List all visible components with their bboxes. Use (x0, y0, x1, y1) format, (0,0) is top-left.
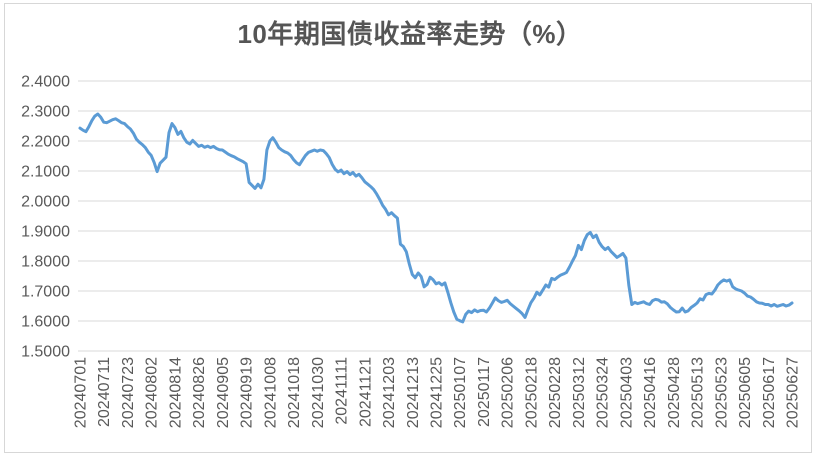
x-axis-tick-label: 20241111 (334, 357, 351, 425)
x-axis-tick-label: 20241030 (310, 357, 327, 428)
x-axis-tick-label: 20250324 (595, 357, 612, 428)
x-axis-tick-label: 20250206 (500, 357, 517, 428)
chart-border (4, 3, 812, 453)
x-axis-tick-label: 20250107 (452, 357, 469, 428)
x-axis-tick-label: 20240701 (73, 357, 90, 428)
x-axis-tick-label: 20240826 (191, 357, 208, 428)
x-axis-tick-label: 20240723 (120, 357, 137, 428)
x-axis-tick-label: 20250605 (737, 357, 754, 428)
y-axis-tick-label: 1.8000 (21, 254, 70, 271)
x-axis-tick-label: 20250403 (618, 357, 635, 428)
x-axis-tick-label: 20241213 (405, 357, 422, 428)
x-axis-tick-label: 20241203 (381, 357, 398, 428)
x-axis-tick-label: 20250428 (666, 357, 683, 428)
y-axis-tick-label: 1.6000 (21, 314, 70, 331)
chart-title: 10年期国债收益率走势（%） (237, 19, 583, 49)
x-axis-tick-label: 20241225 (429, 357, 446, 428)
yield-series-line (78, 112, 794, 324)
x-axis-tick-label: 20250617 (761, 357, 778, 428)
x-axis-tick-label: 20250627 (785, 357, 802, 428)
x-axis-tick-label: 20240814 (167, 357, 184, 428)
x-axis-tick-label: 20250218 (523, 357, 540, 428)
x-axis-tick-label: 20240905 (215, 357, 232, 428)
y-axis-tick-label: 1.7000 (21, 284, 70, 301)
y-axis-tick-label: 1.5000 (21, 344, 70, 361)
y-axis-tick-label: 2.2000 (21, 134, 70, 151)
x-axis-tick-label: 20241008 (262, 357, 279, 428)
x-axis-tick-label: 20250416 (642, 357, 659, 428)
x-axis-tick-label: 20241018 (286, 357, 303, 428)
x-axis-tick-label: 20240802 (144, 357, 161, 428)
x-axis-tick-label: 20240711 (96, 357, 113, 427)
y-axis-tick-label: 2.1000 (21, 164, 70, 181)
x-axis-tick-label: 20250513 (690, 357, 707, 428)
x-axis-tick-label: 20250117 (476, 357, 493, 427)
y-axis-tick-label: 2.4000 (21, 74, 70, 91)
x-axis-tick-label: 20250312 (571, 357, 588, 428)
x-axis-tick-label: 20250523 (713, 357, 730, 428)
x-axis-tick-label: 20250228 (547, 357, 564, 428)
y-axis-tick-label: 1.9000 (21, 224, 70, 241)
y-axis-tick-label: 2.0000 (21, 194, 70, 211)
x-axis-tick-label: 20241121 (357, 357, 374, 427)
y-axis-tick-label: 2.3000 (21, 104, 70, 121)
x-axis-tick-label: 20240919 (239, 357, 256, 428)
